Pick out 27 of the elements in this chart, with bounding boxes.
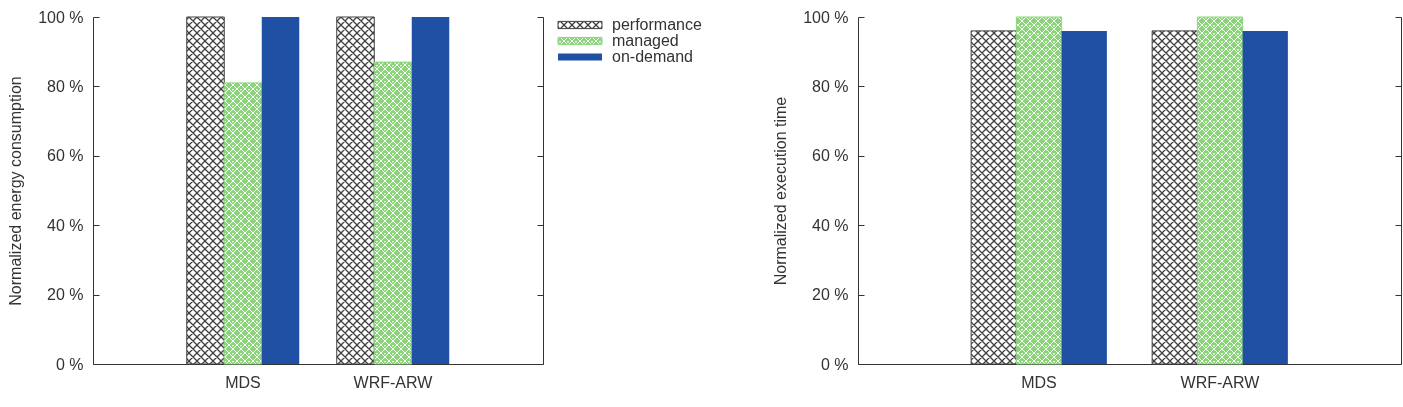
y-tick-label: 100 % (803, 8, 849, 26)
y-tick-label: 20 % (47, 286, 84, 304)
bar (411, 17, 450, 364)
y-tick-label: 20 % (812, 286, 849, 304)
x-tick-label: WRF-ARW (1180, 373, 1261, 391)
bar (223, 82, 263, 365)
legend-label: performance (612, 16, 702, 33)
y-tick-label: 40 % (47, 216, 84, 234)
y-tick-label: 80 % (47, 77, 84, 95)
legend-label: managed (612, 32, 679, 49)
y-tick-label: 100 % (38, 8, 84, 26)
bar (373, 61, 413, 365)
bar (336, 16, 375, 365)
y-axis-title: Normalized execution time (772, 96, 790, 286)
y-tick-label: 0 % (55, 355, 84, 373)
x-tick-label: WRF-ARW (353, 373, 434, 391)
y-axis-title: Normalized energy consumption (7, 76, 25, 306)
bar (186, 16, 225, 365)
x-tick-label: MDS (225, 373, 261, 391)
y-tick-label: 0 % (820, 355, 849, 373)
y-tick-label: 60 % (812, 147, 849, 165)
x-tick-label: MDS (1021, 373, 1057, 391)
y-tick-label: 40 % (812, 216, 849, 234)
y-tick-label: 80 % (812, 77, 849, 95)
y-tick-label: 60 % (47, 147, 84, 165)
legend-label: on-demand (612, 48, 693, 65)
bar (261, 17, 300, 364)
